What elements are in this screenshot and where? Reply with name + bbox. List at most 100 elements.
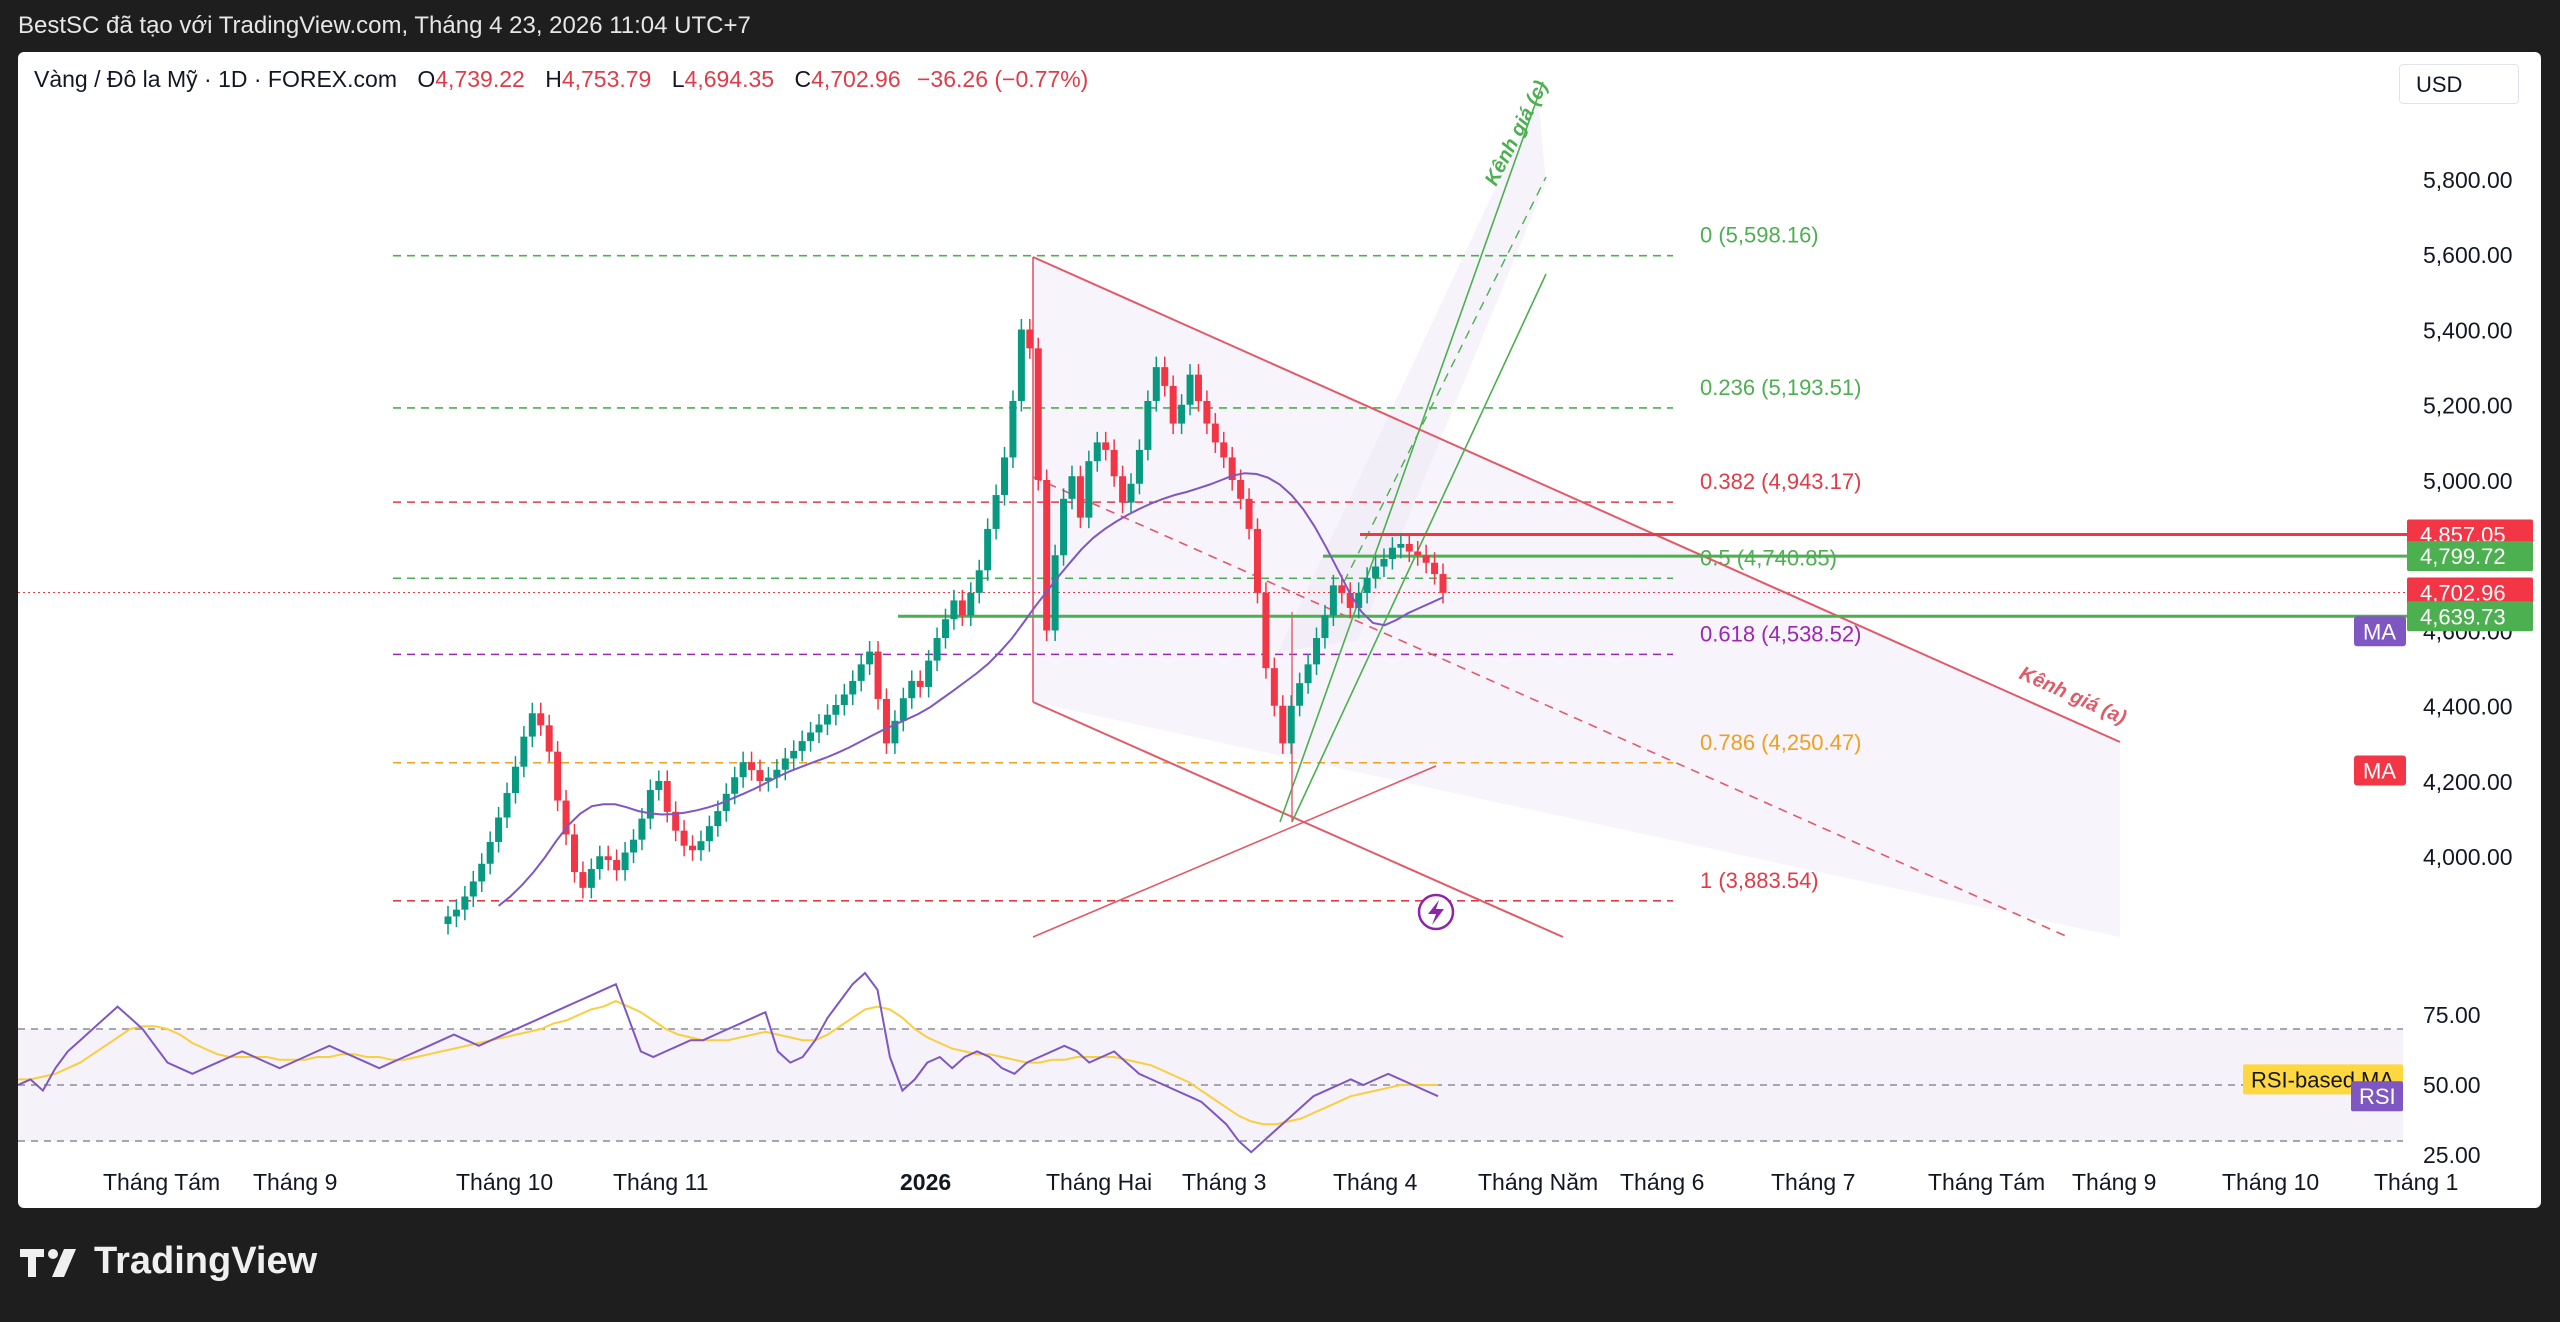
fib-level-label: 0.5 (4,740.85) xyxy=(1700,545,1837,570)
support-trend-line xyxy=(1032,765,1437,938)
fib-level-label: 0.382 (4,943.17) xyxy=(1700,469,1861,494)
candle-body xyxy=(503,793,511,818)
indicator-tag-box xyxy=(2354,616,2406,647)
price-tick-label: 4,000.00 xyxy=(2423,844,2513,870)
low-value: 4,694.35 xyxy=(684,66,775,92)
descending-channel-fill xyxy=(1033,257,2120,937)
candle-body xyxy=(781,758,789,770)
time-tick-label: Tháng 7 xyxy=(1771,1169,1855,1195)
time-tick-label: Tháng 9 xyxy=(253,1169,337,1195)
candle-body xyxy=(663,780,671,812)
candle-body xyxy=(1228,457,1236,480)
candle-body xyxy=(857,664,865,681)
price-label: 4,639.73 xyxy=(2420,604,2506,629)
ascending-channel-mid xyxy=(1343,176,1547,583)
price-label-box xyxy=(2407,601,2533,632)
close-value: 4,702.96 xyxy=(811,66,901,92)
candle-body xyxy=(1397,543,1405,548)
time-tick-label: Tháng 4 xyxy=(1333,1169,1418,1195)
candle-body xyxy=(1060,498,1068,556)
time-tick-label: Tháng 3 xyxy=(1182,1169,1266,1195)
candle-body xyxy=(1009,400,1017,458)
close-label: C xyxy=(794,66,812,92)
rsi-tag-box xyxy=(2351,1081,2403,1112)
candle-body xyxy=(1405,543,1413,552)
candle-body xyxy=(1102,442,1110,450)
candle-body xyxy=(1338,585,1346,593)
candle-body xyxy=(1380,559,1388,567)
candle-body xyxy=(705,826,713,842)
candle-body xyxy=(1245,498,1253,529)
candle-body xyxy=(1422,555,1430,563)
candle-body xyxy=(444,916,452,924)
candle-body xyxy=(823,714,831,725)
candle-body xyxy=(1186,374,1194,405)
rsi-tick-label: 75.00 xyxy=(2423,1002,2481,1028)
candle-body xyxy=(1296,683,1304,706)
candle-body xyxy=(1093,442,1101,462)
candle-body xyxy=(537,713,545,726)
price-label: 4,799.72 xyxy=(2420,544,2506,569)
candle-body xyxy=(621,852,629,871)
time-tick-label: Tháng 9 xyxy=(2072,1169,2156,1195)
rsi-tick-label: 50.00 xyxy=(2423,1072,2481,1098)
candle-body xyxy=(1287,705,1295,744)
candle-body xyxy=(1135,449,1143,484)
candle-body xyxy=(495,817,503,842)
open-label: O xyxy=(417,66,436,92)
time-tick-label: Tháng 10 xyxy=(2222,1169,2319,1195)
candle-body xyxy=(790,750,798,759)
ascending-channel-bottom xyxy=(1291,273,1547,823)
candle-body xyxy=(1372,566,1380,578)
candle-body xyxy=(1043,479,1051,631)
candle-body xyxy=(646,790,654,819)
indicator-tag: MA xyxy=(2363,619,2396,644)
symbol-info: Vàng / Đô la Mỹ · 1D · FOREX.com O4,739.… xyxy=(34,66,1088,93)
ma-line xyxy=(497,472,1444,907)
candle-body xyxy=(958,600,966,616)
ascending-channel-top xyxy=(1279,81,1544,823)
candle-body xyxy=(587,869,595,888)
tradingview-logo-icon xyxy=(20,1248,76,1277)
price-tick-label: 4,400.00 xyxy=(2423,694,2513,720)
candle-body xyxy=(478,863,486,882)
candle-body xyxy=(1211,423,1219,443)
candle-body xyxy=(1144,400,1152,450)
candle-body xyxy=(1001,457,1009,496)
candle-body xyxy=(967,592,975,616)
time-tick-label: Tháng 1 xyxy=(2374,1169,2458,1195)
candle-body xyxy=(469,881,477,897)
rsi-band-fill xyxy=(18,1029,2403,1141)
candle-body xyxy=(680,830,688,846)
candle-body xyxy=(1110,449,1118,477)
candle-body xyxy=(1388,547,1396,560)
change-value: −36.26 (−0.77%) xyxy=(917,66,1089,92)
fib-level-label: 0 (5,598.16) xyxy=(1700,223,1819,248)
tradingview-logo: TradingView xyxy=(20,1240,317,1283)
candle-body xyxy=(975,570,983,593)
time-tick-label: 2026 xyxy=(900,1169,951,1195)
candle-body xyxy=(1076,476,1084,518)
time-tick-label: Tháng Tám xyxy=(1928,1169,2045,1195)
chart-panel[interactable]: Vàng / Đô la Mỹ · 1D · FOREX.com O4,739.… xyxy=(18,52,2541,1208)
candle-body xyxy=(908,680,916,699)
candle-body xyxy=(1127,483,1135,503)
chart-byline: BestSC đã tạo với TradingView.com, Tháng… xyxy=(18,12,751,39)
price-tick-label: 5,000.00 xyxy=(2423,468,2513,494)
candle-body xyxy=(613,860,621,871)
candle-body xyxy=(1439,574,1447,593)
candle-body xyxy=(1237,479,1245,499)
currency-selector[interactable]: USD xyxy=(2399,64,2519,104)
candle-body xyxy=(1119,476,1127,503)
candle-body xyxy=(1068,476,1076,499)
candle-body xyxy=(579,872,587,888)
candle-body xyxy=(1304,664,1312,684)
time-tick-label: Tháng Năm xyxy=(1478,1169,1598,1195)
candle-body xyxy=(596,856,604,870)
open-value: 4,739.22 xyxy=(435,66,525,92)
price-label-box xyxy=(2407,577,2533,608)
candle-body xyxy=(849,680,857,695)
tradingview-brand: TradingView xyxy=(94,1240,318,1282)
chart-canvas[interactable]: 0 (5,598.16) 0.236 (5,193.51) 0.382 (4,943… xyxy=(18,52,2541,1208)
candle-body xyxy=(570,834,578,873)
